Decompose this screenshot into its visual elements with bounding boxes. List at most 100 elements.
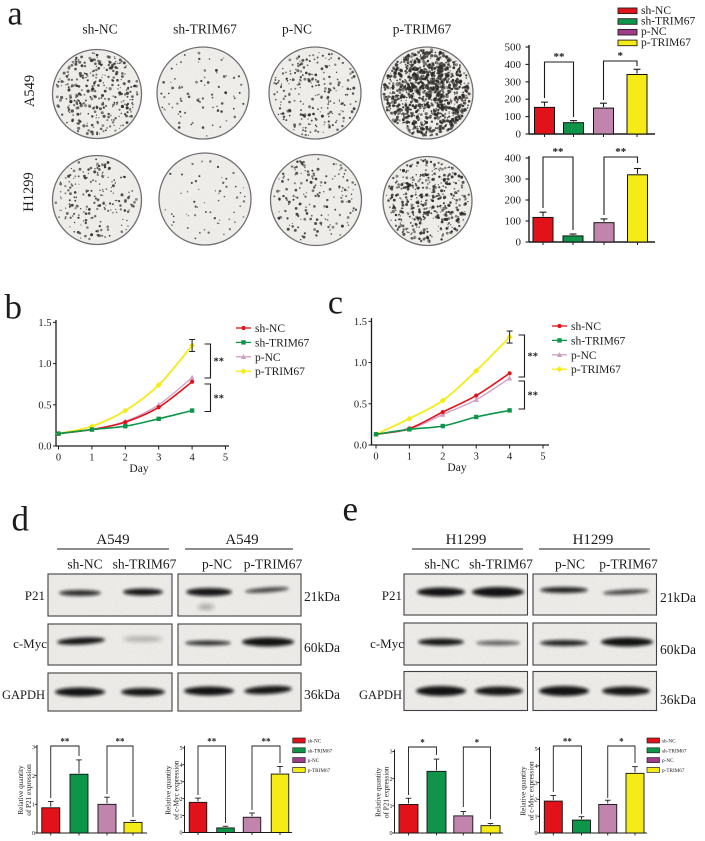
svg-text:1: 1 [390, 804, 393, 810]
svg-text:1.0: 1.0 [354, 358, 367, 369]
svg-text:P21: P21 [382, 588, 402, 603]
svg-text:5: 5 [180, 746, 183, 752]
svg-text:Relative quantity: Relative quantity [165, 765, 173, 815]
svg-text:1.0: 1.0 [38, 359, 51, 370]
svg-text:sh-TRIM67: sh-TRIM67 [641, 16, 696, 28]
svg-text:A549: A549 [22, 75, 38, 107]
svg-text:0: 0 [390, 831, 393, 837]
svg-text:**: ** [528, 391, 539, 402]
svg-text:1.5: 1.5 [354, 317, 367, 328]
svg-text:H1299: H1299 [573, 532, 614, 548]
svg-text:100: 100 [505, 216, 522, 228]
svg-text:p-NC: p-NC [202, 557, 232, 572]
svg-text:sh-TRIM67: sh-TRIM67 [173, 22, 237, 37]
svg-text:2: 2 [390, 777, 393, 783]
svg-text:5: 5 [223, 453, 228, 464]
svg-text:**: ** [553, 146, 565, 158]
svg-text:A549: A549 [96, 532, 129, 548]
svg-text:*: * [420, 738, 425, 748]
svg-text:p-NC: p-NC [571, 350, 597, 362]
svg-text:3: 3 [390, 750, 393, 756]
svg-text:of c-Myc expression: of c-Myc expression [528, 761, 536, 820]
svg-text:0: 0 [516, 129, 522, 141]
svg-text:1: 1 [535, 814, 538, 820]
svg-text:0: 0 [56, 453, 61, 464]
svg-text:sh-TRIM67: sh-TRIM67 [308, 748, 333, 754]
svg-text:1: 1 [407, 452, 412, 463]
svg-text:3: 3 [156, 453, 161, 464]
svg-text:p-TRIM67: p-TRIM67 [599, 557, 658, 572]
svg-text:1: 1 [32, 803, 35, 809]
svg-text:H1299: H1299 [21, 172, 37, 211]
svg-text:GAPDH: GAPDH [2, 688, 45, 702]
svg-text:sh-TRIM67: sh-TRIM67 [469, 557, 533, 572]
svg-text:sh-NC: sh-NC [255, 323, 285, 335]
svg-text:400: 400 [505, 59, 522, 71]
svg-text:sh-NC: sh-NC [424, 557, 459, 572]
svg-text:sh-NC: sh-NC [82, 22, 117, 37]
svg-text:GAPDH: GAPDH [359, 688, 402, 702]
svg-text:sh-TRIM67: sh-TRIM67 [662, 748, 687, 754]
svg-text:sh-NC: sh-NC [571, 321, 601, 333]
svg-text:0.5: 0.5 [38, 400, 51, 411]
svg-text:p-NC: p-NC [641, 26, 667, 38]
svg-text:*: * [475, 738, 480, 748]
svg-text:of P21 expression: of P21 expression [383, 766, 391, 818]
svg-text:*: * [619, 737, 624, 747]
svg-text:3: 3 [535, 781, 538, 787]
svg-text:3: 3 [474, 452, 479, 463]
svg-text:2: 2 [32, 774, 35, 780]
svg-text:400: 400 [505, 153, 522, 165]
svg-text:0: 0 [32, 831, 35, 837]
svg-text:p-TRIM67: p-TRIM67 [255, 366, 305, 378]
svg-text:2: 2 [180, 797, 183, 803]
svg-text:5: 5 [540, 452, 545, 463]
svg-text:Day: Day [129, 463, 148, 475]
svg-text:Day: Day [447, 462, 466, 474]
svg-text:1: 1 [180, 814, 183, 820]
svg-text:p-TRIM67: p-TRIM67 [393, 22, 452, 37]
svg-text:P21: P21 [25, 588, 45, 603]
svg-text:1: 1 [89, 453, 94, 464]
svg-text:A549: A549 [225, 532, 258, 548]
svg-text:500: 500 [505, 42, 522, 54]
svg-text:p-TRIM67: p-TRIM67 [308, 768, 331, 774]
svg-text:Relative quantity: Relative quantity [375, 767, 383, 817]
svg-text:5: 5 [535, 747, 538, 753]
svg-text:sh-NC: sh-NC [641, 5, 671, 17]
svg-text:p-TRIM67: p-TRIM67 [662, 768, 685, 774]
svg-text:sh-TRIM67: sh-TRIM67 [113, 557, 177, 572]
svg-text:**: ** [554, 51, 566, 63]
svg-text:36kDa: 36kDa [660, 692, 696, 707]
svg-text:**: ** [214, 393, 225, 404]
svg-text:p-NC: p-NC [255, 352, 281, 364]
svg-text:p-TRIM67: p-TRIM67 [641, 37, 691, 49]
svg-text:a: a [8, 0, 23, 33]
svg-text:4: 4 [507, 452, 513, 463]
svg-text:c-Myc: c-Myc [370, 636, 404, 651]
svg-text:300: 300 [505, 76, 522, 88]
svg-text:36kDa: 36kDa [304, 687, 340, 702]
svg-text:Relative quantity: Relative quantity [17, 765, 25, 815]
svg-text:p-NC: p-NC [662, 758, 674, 764]
svg-text:0: 0 [535, 831, 538, 837]
svg-text:60kDa: 60kDa [304, 640, 340, 655]
svg-text:21kDa: 21kDa [304, 589, 340, 604]
svg-text:2: 2 [535, 798, 538, 804]
svg-text:**: ** [116, 737, 126, 747]
svg-text:p-NC: p-NC [282, 22, 312, 37]
svg-text:**: ** [207, 737, 217, 747]
svg-text:**: ** [615, 146, 627, 158]
svg-text:d: d [12, 500, 30, 539]
svg-text:4: 4 [180, 763, 183, 769]
svg-text:p-TRIM67: p-TRIM67 [571, 364, 621, 376]
svg-text:200: 200 [505, 195, 522, 207]
svg-text:100: 100 [505, 111, 522, 123]
svg-text:**: ** [563, 737, 573, 747]
svg-text:2: 2 [440, 452, 445, 463]
svg-text:sh-TRIM67: sh-TRIM67 [255, 337, 310, 349]
svg-text:21kDa: 21kDa [660, 590, 696, 605]
svg-text:2: 2 [123, 453, 128, 464]
svg-text:0: 0 [180, 831, 183, 837]
svg-text:0.0: 0.0 [38, 442, 51, 453]
